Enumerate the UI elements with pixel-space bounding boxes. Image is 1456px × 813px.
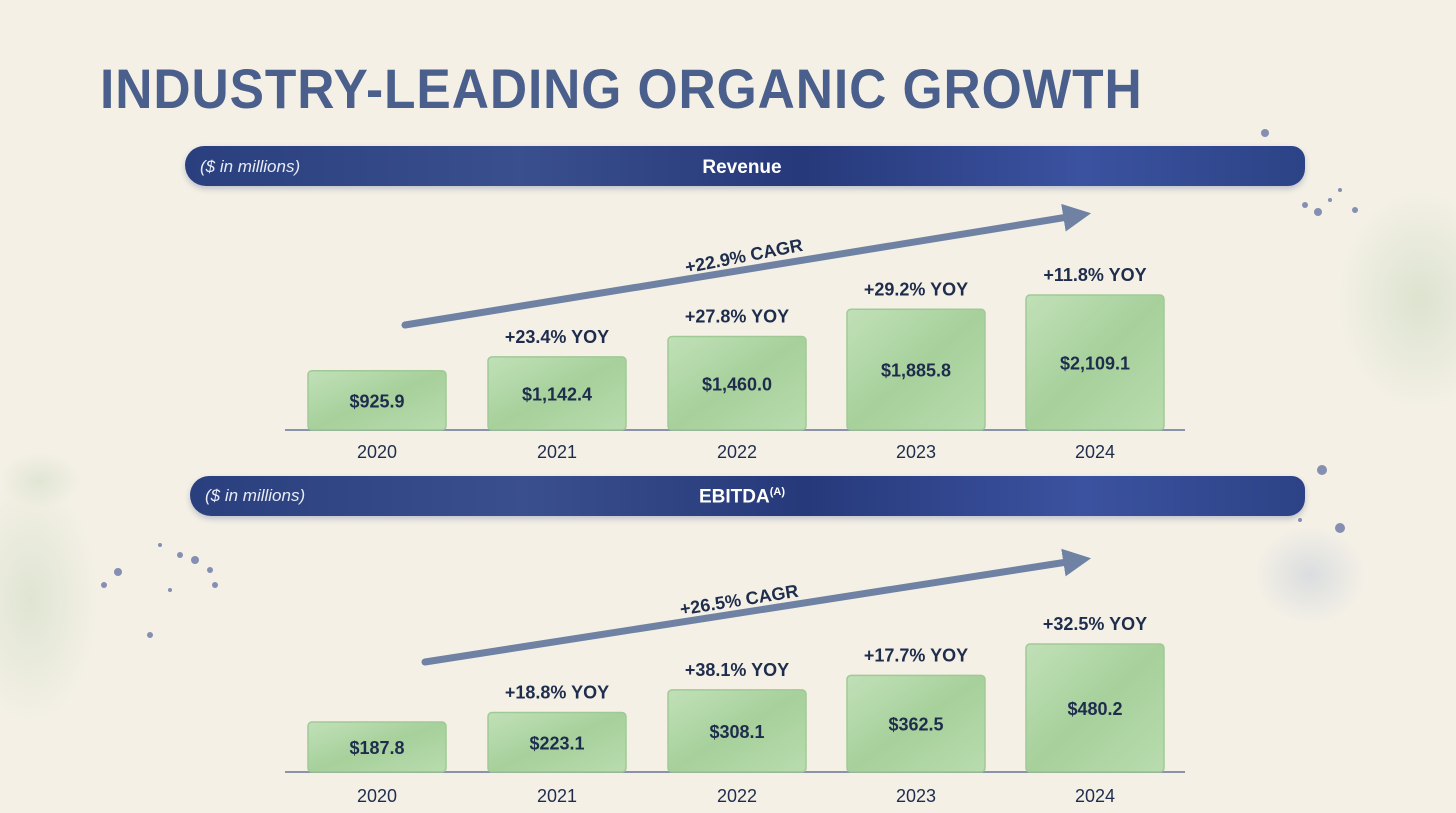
revenue-cagr-arrow	[401, 203, 1092, 329]
ebitda-yoy-label-2023: +17.7% YOY	[864, 645, 968, 665]
revenue-value-label-2022: $1,460.0	[702, 374, 772, 394]
revenue-value-label-2023: $1,885.8	[881, 361, 951, 381]
paint-dot	[1314, 208, 1322, 216]
paint-dot	[1338, 188, 1342, 192]
revenue-units-note: ($ in millions)	[200, 157, 301, 176]
paint-dot	[1298, 518, 1302, 522]
ebitda-yoy-label-2024: +32.5% YOY	[1043, 614, 1147, 634]
paint-dot	[114, 568, 122, 576]
revenue-year-label-2022: 2022	[717, 442, 757, 462]
revenue-bar-2020	[307, 369, 447, 431]
revenue-year-label-2023: 2023	[896, 442, 936, 462]
ebitda-year-label-2023: 2023	[896, 786, 936, 806]
paint-dot	[1328, 198, 1332, 202]
revenue-yoy-label-2024: +11.8% YOY	[1043, 265, 1146, 285]
ebitda-value-label-2023: $362.5	[888, 715, 943, 735]
paint-dot	[1317, 465, 1327, 475]
revenue-title: Revenue	[702, 157, 781, 179]
ebitda-value-label-2021: $223.1	[529, 733, 584, 753]
ebitda-title-footnote: (A)	[769, 486, 786, 498]
paint-dot	[177, 552, 183, 558]
paint-dot	[212, 582, 218, 588]
ebitda-bar-2021	[487, 711, 627, 773]
ebitda-yoy-label-2021: +18.8% YOY	[505, 683, 609, 703]
page-title: INDUSTRY-LEADING ORGANIC GROWTH	[100, 57, 1143, 120]
revenue-yoy-label-2021: +23.4% YOY	[505, 327, 609, 347]
ebitda-header-band	[190, 476, 1305, 516]
ebitda-bar-2024	[1025, 643, 1165, 773]
ebitda-title: EBITDA(A)	[699, 486, 785, 508]
revenue-title-text: Revenue	[702, 157, 782, 178]
paint-dot	[168, 588, 172, 592]
ebitda-year-label-2021: 2021	[537, 786, 577, 806]
paint-dot	[101, 582, 107, 588]
revenue-year-label-2020: 2020	[357, 442, 397, 462]
ebitda-yoy-label-2022: +38.1% YOY	[685, 660, 789, 680]
ebitda-year-label-2024: 2024	[1075, 786, 1115, 806]
paint-dot	[1335, 523, 1345, 533]
paint-dot	[207, 567, 213, 573]
revenue-year-label-2024: 2024	[1075, 442, 1115, 462]
ebitda-value-label-2024: $480.2	[1067, 699, 1122, 719]
paint-dot	[1352, 207, 1358, 213]
revenue-yoy-label-2022: +27.8% YOY	[685, 307, 789, 327]
ebitda-year-label-2022: 2022	[717, 786, 757, 806]
revenue-value-label-2021: $1,142.4	[522, 384, 592, 404]
ebitda-bar-2022	[667, 689, 807, 773]
ebitda-bar-2023	[846, 674, 986, 773]
ebitda-year-label-2020: 2020	[357, 786, 397, 806]
ebitda-value-label-2020: $187.8	[349, 738, 404, 758]
revenue-year-label-2021: 2021	[537, 442, 577, 462]
revenue-bar-2021	[487, 356, 627, 431]
ebitda-units-note: ($ in millions)	[205, 486, 306, 505]
ebitda-bar-2020	[307, 721, 447, 773]
ebitda-title-text: EBITDA	[698, 486, 770, 508]
paint-dot	[191, 556, 199, 564]
revenue-bar-2022	[667, 335, 807, 431]
paint-dot	[147, 632, 153, 638]
ebitda-cagr-arrow	[421, 548, 1092, 666]
paint-dot	[158, 543, 162, 547]
revenue-value-label-2024: $2,109.1	[1060, 354, 1130, 374]
revenue-value-label-2020: $925.9	[349, 391, 404, 411]
revenue-bar-2023	[846, 308, 986, 431]
paint-dot	[1302, 202, 1308, 208]
revenue-yoy-label-2023: +29.2% YOY	[864, 279, 968, 299]
ebitda-value-label-2022: $308.1	[709, 722, 764, 742]
paint-dot	[1261, 129, 1269, 137]
revenue-header-band	[185, 146, 1305, 186]
revenue-bar-2024	[1025, 294, 1165, 431]
